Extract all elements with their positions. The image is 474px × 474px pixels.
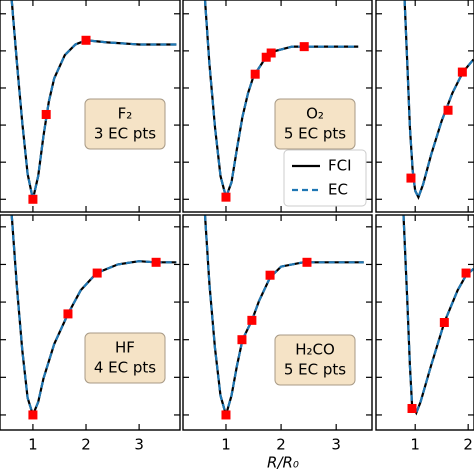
x-tick-label: 3 (331, 436, 341, 454)
panel (183, 215, 372, 430)
ec-point (407, 404, 417, 413)
ec-point (221, 192, 231, 202)
x-tick-label: 2 (276, 436, 286, 454)
ec-point (28, 194, 38, 204)
panel-frame (0, 0, 181, 213)
ec-point (461, 268, 471, 278)
ec-point (406, 173, 416, 183)
panel-label: HF (115, 339, 135, 357)
x-tick-label: 1 (221, 436, 231, 454)
panel-frame (375, 0, 474, 213)
x-tick-label: 1 (28, 436, 38, 454)
panel-label: H₂CO (295, 341, 335, 359)
legend-label: EC (328, 181, 348, 199)
series-line (10, 0, 177, 200)
panel-label: 5 EC pts (284, 361, 346, 379)
ec-point (250, 69, 260, 79)
x-tick-label: 2 (81, 436, 91, 454)
ec-point (247, 315, 257, 325)
ec-point (261, 52, 271, 62)
series-line (10, 215, 177, 419)
panel-frame (182, 0, 373, 213)
ec-point (439, 318, 449, 327)
ec-point (237, 335, 247, 345)
panel (0, 215, 180, 430)
ec-point (151, 257, 161, 267)
ec-point (63, 309, 73, 319)
panel-label: F₂ (118, 105, 133, 123)
panel-frame (0, 214, 181, 431)
series-line (403, 0, 474, 200)
panel (376, 0, 474, 212)
panel (376, 215, 474, 430)
ec-point (457, 67, 467, 77)
series-line (402, 215, 474, 416)
panel (183, 0, 372, 212)
ec-point (299, 42, 309, 52)
panel-frame (182, 214, 373, 431)
ec-point (28, 410, 38, 420)
ec-point (302, 257, 312, 267)
x-tick-label: 3 (134, 436, 144, 454)
panel (0, 0, 180, 212)
panel-label: 3 EC pts (94, 125, 156, 143)
series-line (402, 215, 474, 416)
ec-point (443, 105, 453, 115)
label-box (84, 332, 166, 384)
ec-point (265, 270, 275, 280)
ec-point (92, 268, 102, 278)
ec-point (266, 48, 276, 58)
series-line (403, 0, 474, 200)
panel-label: O₂ (306, 105, 324, 123)
x-tick-label: 2 (463, 436, 473, 454)
label-box (274, 98, 356, 150)
label-box (274, 334, 356, 386)
x-axis-label: R/R₀ (267, 454, 299, 472)
panel-frame (375, 214, 474, 431)
ec-point (41, 109, 51, 119)
series-line (10, 215, 177, 419)
panel-label: 5 EC pts (284, 125, 346, 143)
ec-point (81, 35, 91, 45)
panel-label: 4 EC pts (94, 359, 156, 377)
legend-box (283, 149, 367, 207)
legend-label: FCI (328, 157, 352, 175)
ec-point (221, 410, 231, 420)
label-box (84, 98, 166, 150)
x-tick-label: 1 (410, 436, 420, 454)
